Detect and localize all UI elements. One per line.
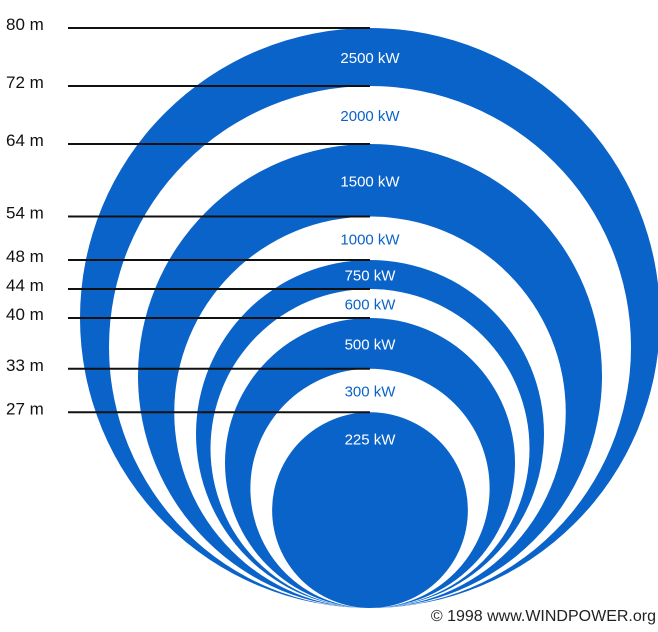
power-label-1000kW: 1000 kW bbox=[340, 231, 400, 248]
diameter-label-48m: 48 m bbox=[6, 247, 44, 266]
diameter-label-40m: 40 m bbox=[6, 305, 44, 324]
power-label-2000kW: 2000 kW bbox=[340, 108, 400, 125]
diameter-label-72m: 72 m bbox=[6, 73, 44, 92]
diameter-label-27m: 27 m bbox=[6, 399, 44, 418]
diameter-labels: 80 m 72 m 64 m 54 m 48 m 44 m 40 m 33 m 27 m bbox=[6, 15, 44, 418]
rotor-circle-27m bbox=[272, 412, 468, 608]
power-labels: 2500 kW 2000 kW 1500 kW 1000 kW 750 kW 600 kW… bbox=[340, 50, 400, 448]
power-label-1500kW: 1500 kW bbox=[340, 173, 400, 190]
copyright-text: © 1998 www.WINDPOWER.org bbox=[431, 608, 656, 625]
diameter-lines bbox=[68, 27, 370, 414]
power-label-300kW: 300 kW bbox=[345, 384, 397, 401]
diameter-label-44m: 44 m bbox=[6, 276, 44, 295]
power-label-225kW: 225 kW bbox=[345, 431, 397, 448]
power-label-600kW: 600 kW bbox=[345, 297, 397, 314]
diameter-label-64m: 64 m bbox=[6, 131, 44, 150]
power-label-2500kW: 2500 kW bbox=[340, 50, 400, 67]
diameter-label-80m: 80 m bbox=[6, 15, 44, 34]
diameter-label-33m: 33 m bbox=[6, 356, 44, 375]
diameter-label-54m: 54 m bbox=[6, 204, 44, 223]
power-label-750kW: 750 kW bbox=[345, 268, 397, 285]
power-label-500kW: 500 kW bbox=[345, 336, 397, 353]
